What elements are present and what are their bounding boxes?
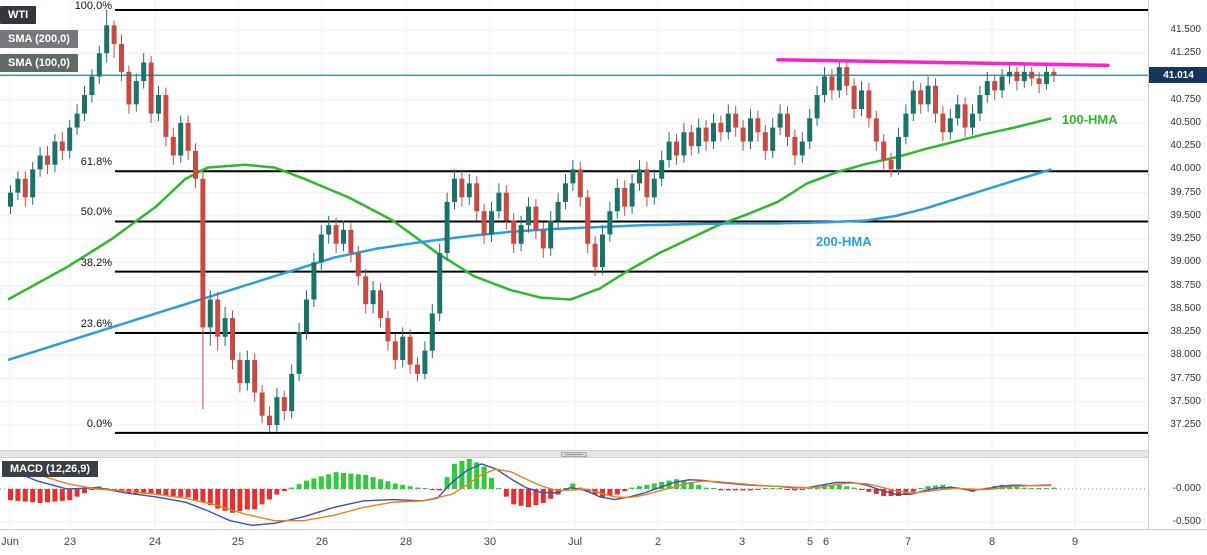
panel-separator[interactable] xyxy=(0,450,1207,458)
time-axis-label: Jul xyxy=(567,536,583,548)
time-axis-label: 25 xyxy=(231,536,245,548)
price-axis-tick: 38.500 xyxy=(1170,302,1201,314)
price-axis-tick: 40.500 xyxy=(1170,116,1201,128)
macd-axis-tick: -0.000 xyxy=(1172,483,1201,494)
price-axis-tick: 37.500 xyxy=(1170,395,1201,407)
time-axis-label: 28 xyxy=(399,536,413,548)
price-axis-tick: 40.750 xyxy=(1170,93,1201,105)
time-axis-label: 30 xyxy=(483,536,497,548)
macd-chart[interactable] xyxy=(0,459,1148,529)
time-axis-label: 26 xyxy=(315,536,329,548)
macd-panel[interactable]: MACD (12,26,9) xyxy=(0,459,1148,529)
time-axis-label: 24 xyxy=(148,536,162,548)
price-axis-tick: 40.250 xyxy=(1170,140,1201,152)
candlestick-chart[interactable] xyxy=(0,0,1148,450)
price-axis-tick: 38.250 xyxy=(1170,326,1201,338)
time-axis-label: 9 xyxy=(1071,536,1079,548)
price-axis-tick: 37.750 xyxy=(1170,372,1201,384)
price-axis-tick: 38.750 xyxy=(1170,279,1201,291)
hma-200-annotation: 200-HMA xyxy=(816,233,872,249)
symbol-legend-wti[interactable]: WTI xyxy=(0,6,37,24)
time-axis-label: 23 xyxy=(63,536,77,548)
indicator-legend: WTI SMA (200,0) SMA (100,0) xyxy=(0,6,78,72)
time-axis-label: Jun xyxy=(1,536,19,548)
hma-100-annotation: 100-HMA xyxy=(1062,112,1118,128)
separator-drag-handle-icon[interactable] xyxy=(561,452,587,457)
price-axis-tick: 39.750 xyxy=(1170,186,1201,198)
legend-sma-200[interactable]: SMA (200,0) xyxy=(0,30,78,48)
legend-sma-100[interactable]: SMA (100,0) xyxy=(0,54,78,72)
price-axis[interactable]: 41.014 41.50041.25041.00040.75040.50040.… xyxy=(1148,0,1207,529)
macd-axis-tick: -0.500 xyxy=(1172,516,1201,527)
price-axis-tick: 41.250 xyxy=(1170,47,1201,59)
time-axis-label: 8 xyxy=(988,536,996,548)
time-axis-label: 5 xyxy=(806,536,814,548)
price-axis-tick: 38.000 xyxy=(1170,349,1201,361)
time-axis-label: 3 xyxy=(738,536,746,548)
price-axis-tick: 40.000 xyxy=(1170,163,1201,175)
time-axis-label: 2 xyxy=(654,536,662,548)
price-axis-tick: 39.000 xyxy=(1170,256,1201,268)
price-axis-tick: 39.250 xyxy=(1170,233,1201,245)
price-axis-tick: 37.250 xyxy=(1170,418,1201,430)
time-axis-label: 6 xyxy=(822,536,830,548)
time-axis[interactable]: Jun 23 24 25 26 28 30 Jul 2 3 5 6 7 8 9 xyxy=(0,529,1207,555)
legend-macd[interactable]: MACD (12,26,9) xyxy=(2,461,99,477)
main-price-panel[interactable]: 100.0% 61.8% 50.0% 38.2% 23.6% 0.0% WTI SMA (… xyxy=(0,0,1148,450)
time-axis-label: 7 xyxy=(904,536,912,548)
last-price-badge: 41.014 xyxy=(1149,67,1207,84)
price-axis-tick: 39.500 xyxy=(1170,209,1201,221)
price-axis-tick: 41.500 xyxy=(1170,24,1201,35)
